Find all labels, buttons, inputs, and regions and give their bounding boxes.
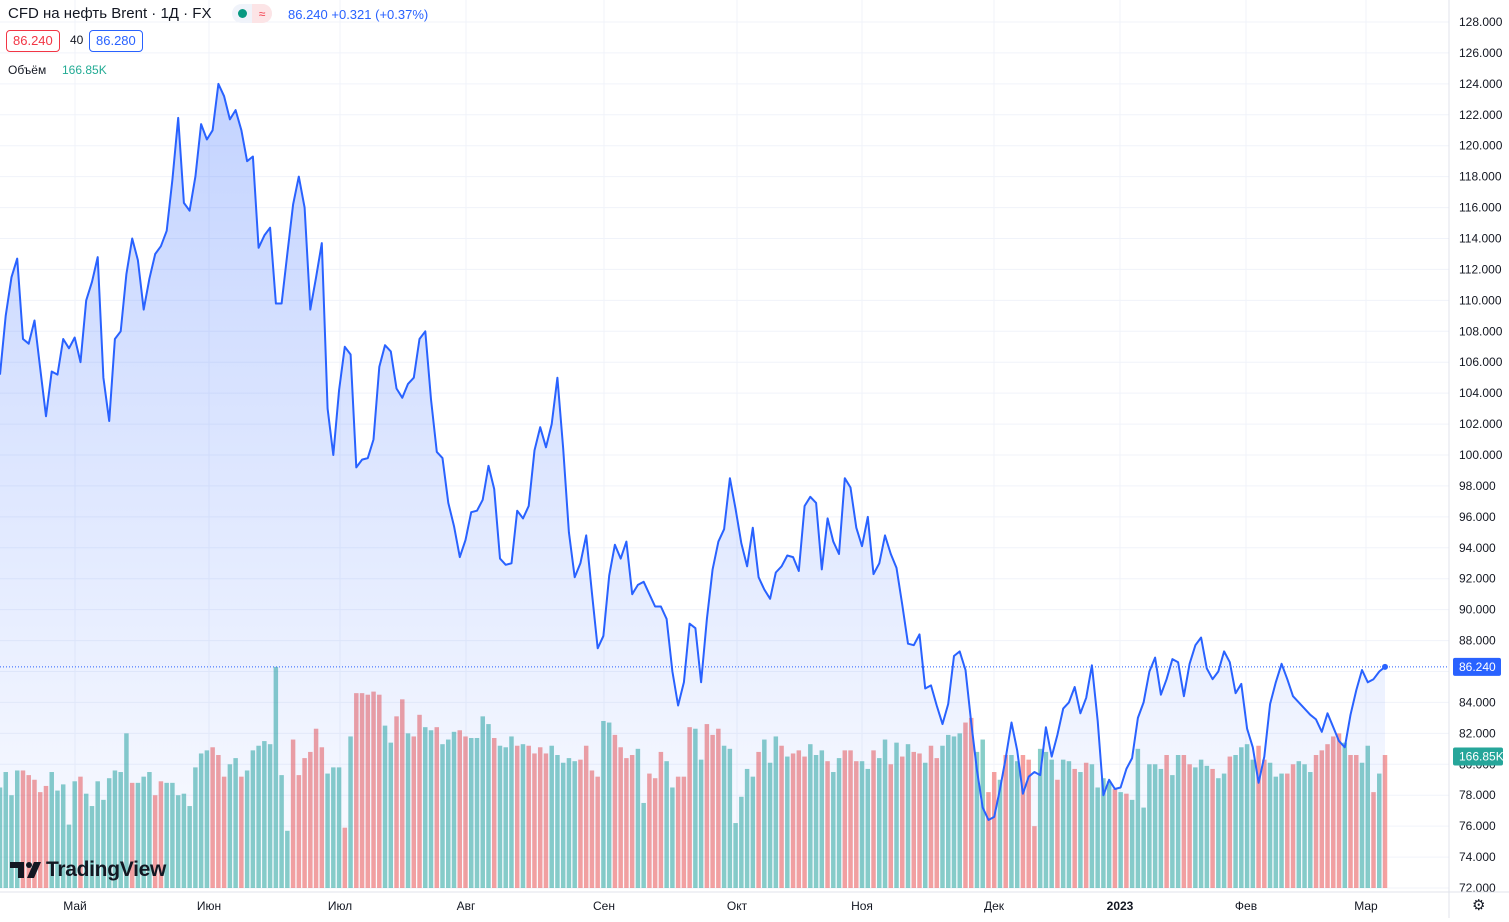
price-tick-label: 90.000 <box>1459 603 1496 617</box>
price-tick-label: 88.000 <box>1459 634 1496 648</box>
time-tick-label: Мар <box>1354 899 1378 913</box>
price-tick-label: 116.000 <box>1459 201 1502 215</box>
price-tick-label: 122.000 <box>1459 108 1503 122</box>
last-price-dot <box>1382 663 1388 670</box>
price-tick-label: 104.000 <box>1459 386 1503 400</box>
price-tick-label: 114.000 <box>1459 232 1502 246</box>
price-tick-label: 72.000 <box>1459 881 1496 895</box>
volume-legend-value: 166.85K <box>62 63 107 77</box>
price-tick-label: 110.000 <box>1459 293 1502 307</box>
price-tick-label: 82.000 <box>1459 726 1496 740</box>
price-tick-label: 124.000 <box>1459 77 1503 91</box>
price-tick-label: 128.000 <box>1459 15 1503 29</box>
price-tick-label: 106.000 <box>1459 355 1503 369</box>
symbol-title[interactable]: CFD на нефть Brent · 1Д · FX <box>8 5 212 22</box>
last-volume-label: 166.85K <box>1459 750 1504 764</box>
price-tick-label: 112.000 <box>1459 262 1502 276</box>
time-tick-label: Ноя <box>851 899 873 913</box>
time-tick-label: Сен <box>593 899 615 913</box>
time-axis[interactable]: Май Июн Июл Авг Сен Окт Ноя Дек 2023 Фев Мар <box>0 891 1509 913</box>
gear-icon[interactable]: ⚙ <box>1472 897 1486 914</box>
price-tick-label: 102.000 <box>1459 417 1503 431</box>
time-tick-label: Июл <box>328 899 352 913</box>
price-area-fill <box>0 83 1385 888</box>
last-price-label: 86.240 <box>1459 660 1496 674</box>
price-tick-label: 96.000 <box>1459 510 1496 524</box>
volume-legend-label[interactable]: Объём <box>8 63 47 77</box>
last-price-tag <box>1453 657 1501 676</box>
delayed-data-icon: ≈ <box>252 4 272 23</box>
price-tick-label: 84.000 <box>1459 695 1496 709</box>
price-tick-label: 76.000 <box>1459 819 1496 833</box>
price-tick-label: 98.000 <box>1459 479 1496 493</box>
time-tick-label: 2023 <box>1107 899 1134 913</box>
price-tick-label: 100.000 <box>1459 448 1503 462</box>
tradingview-logo-icon <box>10 862 41 878</box>
time-tick-label: Окт <box>727 899 748 913</box>
time-tick-label: Авг <box>457 899 476 913</box>
buy-button[interactable]: 86.280 <box>89 30 143 52</box>
price-tick-label: 126.000 <box>1459 46 1503 60</box>
time-tick-label: Дек <box>984 899 1005 913</box>
status-pill[interactable]: ≈ <box>232 4 272 23</box>
tradingview-logo[interactable]: TradingView <box>10 858 166 882</box>
time-tick-label: Май <box>63 899 87 913</box>
price-tick-label: 74.000 <box>1459 850 1496 864</box>
last-quote: 86.240 +0.321 (+0.37%) <box>288 7 429 22</box>
price-tick-label: 120.000 <box>1459 139 1503 153</box>
time-tick-label: Фев <box>1235 899 1257 913</box>
tradingview-logo-text: TradingView <box>46 858 167 881</box>
price-tick-label: 78.000 <box>1459 788 1496 802</box>
price-line <box>0 82 1386 821</box>
price-tick-label: 92.000 <box>1459 572 1496 586</box>
spread-value: 40 <box>70 33 84 47</box>
time-tick-label: Июн <box>197 899 221 913</box>
price-area <box>0 82 1449 888</box>
sell-button[interactable]: 86.240 <box>6 30 60 52</box>
last-volume-tag <box>1453 747 1503 766</box>
market-open-icon <box>232 4 252 23</box>
price-tick-label: 108.000 <box>1459 324 1503 338</box>
price-tick-label: 118.000 <box>1459 170 1502 184</box>
price-tick-label: 94.000 <box>1459 541 1496 555</box>
price-axis[interactable]: 128.000 126.000 124.000 122.000 120.000 118.0… <box>1448 0 1504 918</box>
